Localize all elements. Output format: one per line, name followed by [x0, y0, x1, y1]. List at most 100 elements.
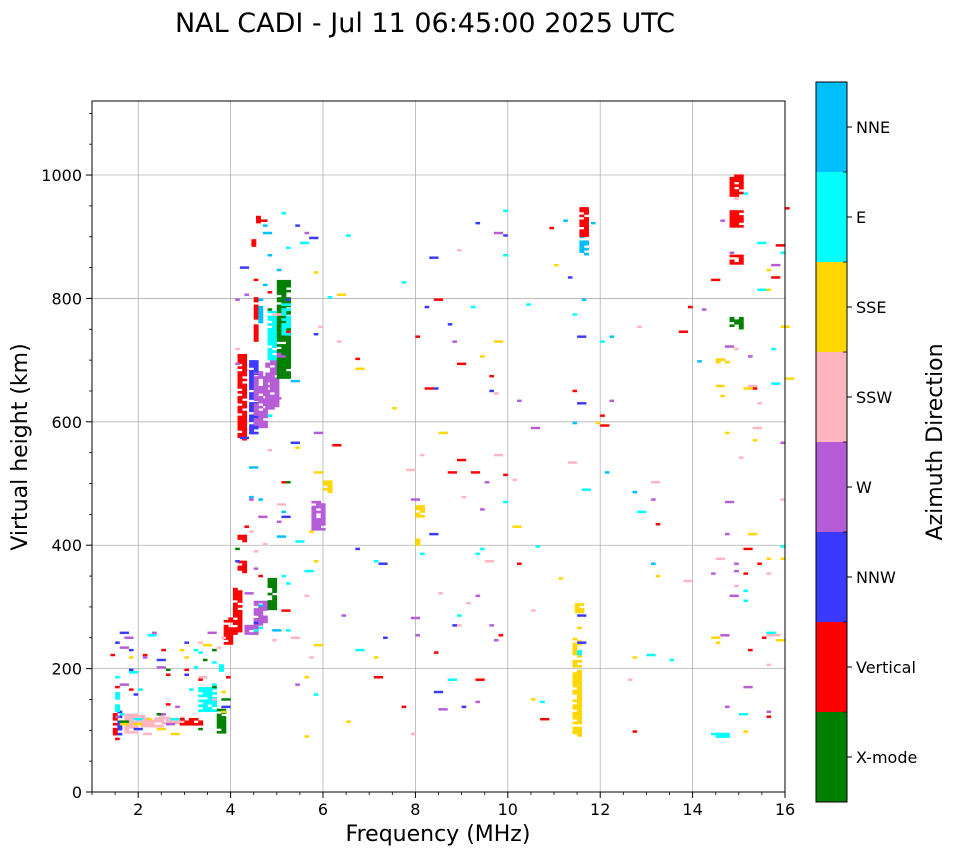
echo-cell-sse	[572, 642, 578, 646]
echo-cell-e	[738, 713, 749, 716]
echo-cell-e	[202, 689, 208, 693]
echo-cell-ssw	[140, 724, 146, 728]
echo-cell-x-mode	[738, 319, 744, 323]
echo-cell-sse	[554, 263, 559, 267]
x-tick-label: 4	[226, 800, 236, 819]
echo-cell-sse	[572, 672, 578, 675]
echo-cell-w	[265, 365, 271, 368]
echo-cell-e	[115, 706, 121, 710]
echo-cell-x-mode	[221, 723, 227, 727]
echo-cell-vertical	[734, 189, 740, 192]
echo-cell-x-mode	[272, 580, 278, 584]
echo-cell-vertical	[678, 330, 688, 333]
echo-cell-w	[244, 624, 250, 628]
echo-cell-x-mode	[276, 336, 282, 340]
echo-cell-ssw	[336, 340, 342, 343]
echo-cell-vertical	[729, 262, 735, 265]
echo-cell-sse	[577, 642, 583, 646]
echo-cell-ssw	[128, 730, 134, 734]
echo-cell-vertical	[785, 207, 790, 210]
echo-cell-x-mode	[276, 376, 282, 379]
echo-cell-nne	[579, 240, 585, 244]
echo-cell-sse	[170, 732, 180, 736]
echo-cell-nnw	[249, 392, 254, 395]
echo-cell-w	[341, 614, 347, 617]
echo-cell-ssw	[149, 719, 155, 723]
echo-cell-x-mode	[156, 713, 162, 716]
echo-cell-vertical	[232, 590, 238, 593]
echo-cell-vertical	[237, 358, 243, 362]
echo-cell-sse	[572, 726, 578, 730]
echo-cell-x-mode	[276, 361, 282, 365]
echo-cell-ssw	[715, 557, 725, 561]
echo-cell-nnw	[239, 436, 250, 440]
echo-cell-e	[272, 355, 278, 358]
echo-cell-sse	[147, 717, 153, 721]
echo-cell-vertical	[232, 632, 238, 635]
x-tick-label: 16	[775, 800, 795, 819]
echo-cell-e	[207, 699, 213, 703]
echo-cell-x-mode	[276, 297, 282, 300]
echo-cell-x-mode	[276, 292, 282, 295]
echo-cell-nnw	[128, 648, 134, 652]
echo-cell-vertical	[179, 717, 185, 721]
echo-cell-w	[262, 601, 268, 605]
echo-cell-w	[258, 605, 264, 609]
echo-cell-nne	[249, 495, 254, 499]
echo-cell-ssw	[140, 717, 146, 721]
echo-cell-nne	[262, 224, 268, 227]
echo-cell-w	[253, 608, 259, 611]
echo-cell-x-mode	[221, 730, 227, 734]
echo-cell-sse	[577, 655, 583, 658]
echo-cell-x-mode	[281, 339, 287, 342]
echo-cell-e	[267, 337, 273, 341]
echo-cell-vertical	[232, 597, 238, 601]
echo-cell-e	[202, 687, 208, 690]
echo-cell-w	[311, 523, 317, 526]
echo-cell-nnw	[253, 365, 259, 368]
echo-cell-vertical	[242, 400, 248, 404]
echo-cell-sse	[572, 679, 578, 683]
echo-cell-w	[253, 390, 259, 394]
echo-cell-e	[212, 709, 218, 712]
echo-cell-e	[281, 212, 287, 215]
echo-cell-x-mode	[276, 316, 282, 320]
echo-cell-vertical	[752, 387, 758, 390]
echo-cell-vertical	[253, 334, 259, 337]
echo-cell-ssw	[158, 714, 164, 718]
echo-cell-w	[253, 420, 259, 424]
echo-cell-sse	[715, 641, 721, 644]
echo-cell-vertical	[228, 634, 234, 638]
echo-cell-sse	[715, 358, 721, 361]
echo-cell-e	[780, 251, 785, 255]
echo-cell-e	[766, 631, 776, 635]
echo-cell-ssw	[766, 634, 776, 637]
echo-cell-vertical	[237, 600, 243, 603]
echo-cell-x-mode	[276, 344, 282, 347]
colorbar-swatch-sse	[816, 262, 847, 352]
echo-cell-sse	[415, 514, 421, 518]
echo-cell-sse	[577, 694, 583, 698]
echo-cell-ssw	[734, 347, 739, 351]
echo-cell-e	[202, 699, 208, 703]
echo-cell-sse	[577, 714, 583, 717]
echo-cell-ssw	[124, 725, 130, 729]
echo-cell-nnw	[128, 668, 134, 672]
echo-cell-vertical	[584, 224, 589, 228]
echo-cell-w	[265, 377, 271, 381]
echo-cell-x-mode	[267, 577, 273, 581]
echo-cell-vertical	[738, 186, 744, 190]
echo-cell-vertical	[165, 673, 171, 677]
echo-cell-e	[281, 330, 287, 334]
echo-cell-ssw	[124, 716, 130, 719]
echo-cell-x-mode	[286, 312, 291, 315]
echo-cell-vertical	[572, 389, 578, 393]
echo-cell-x-mode	[286, 361, 291, 365]
echo-cell-w	[253, 410, 259, 414]
echo-cell-w	[265, 399, 271, 403]
echo-cell-vertical	[729, 194, 735, 197]
echo-cell-x-mode	[276, 319, 282, 323]
echo-cell-w	[316, 518, 321, 521]
echo-cell-vertical	[242, 413, 248, 416]
